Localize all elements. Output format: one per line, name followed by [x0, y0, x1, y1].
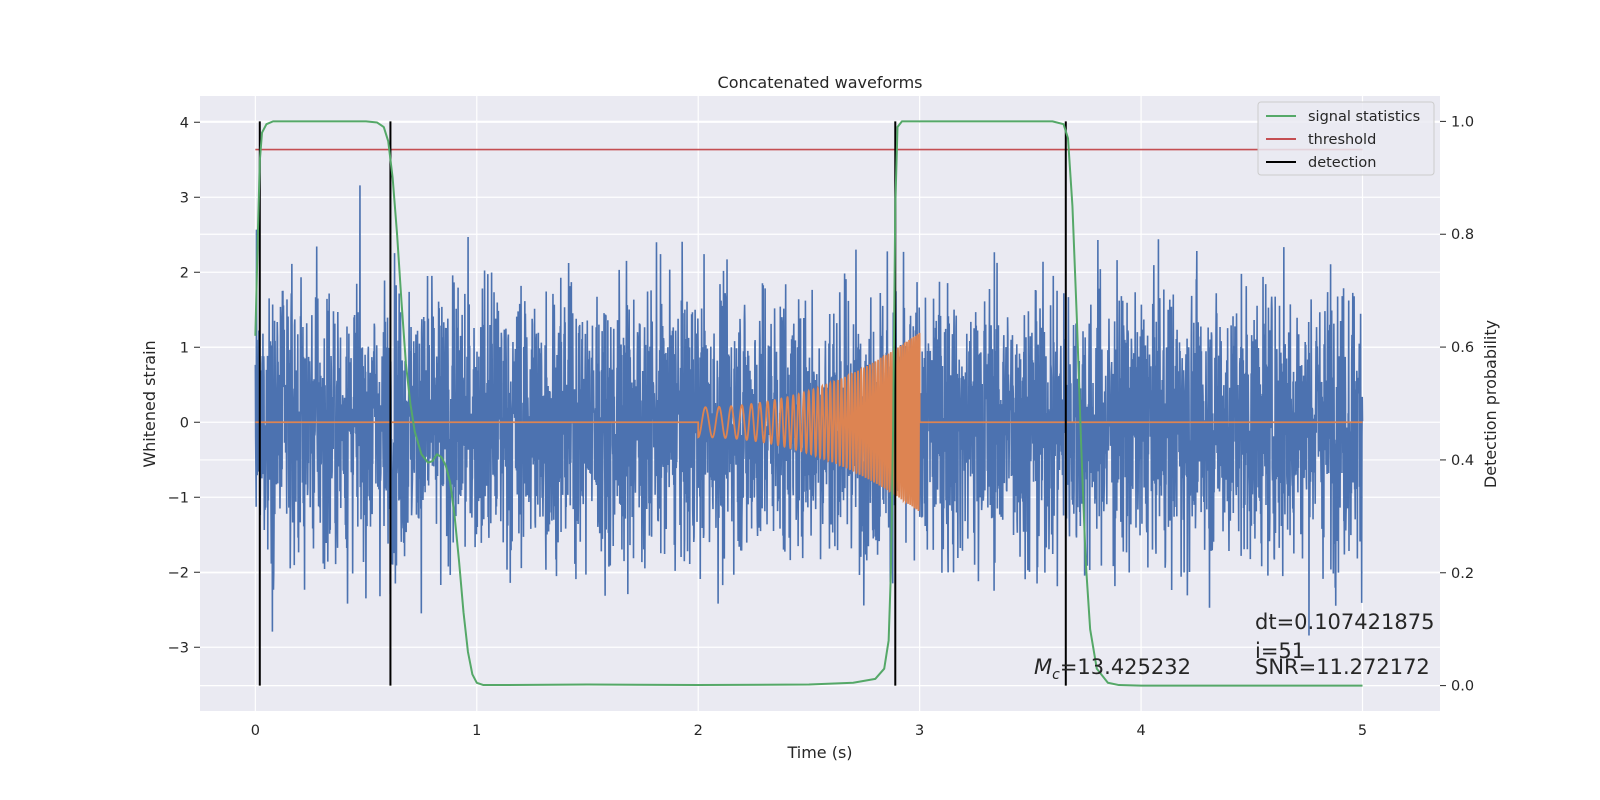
y-axis-label-left: Whitened strain [140, 340, 159, 467]
annotation-mc-symbol: M [1034, 655, 1052, 679]
y-left-tick-label-5: 2 [180, 265, 189, 281]
x-tick-label-5: 5 [1358, 723, 1367, 739]
annotation-snr: SNR=11.272172 [1255, 655, 1430, 679]
series-layer [254, 120, 1364, 687]
x-axis-label: Time (s) [786, 743, 852, 762]
legend-box [1257, 101, 1435, 176]
y-right-tick-label-2: 0.4 [1451, 453, 1474, 469]
annotation-i: i=51 [1255, 639, 1305, 663]
y-left-tick-label-1: −2 [168, 565, 189, 581]
annotation-mc-value: =13.425232 [1060, 655, 1191, 679]
strain-line [254, 185, 1364, 636]
y-right-tick-label-0: 0.0 [1451, 679, 1474, 695]
annotation-mc: Mc=13.425232 [1034, 655, 1191, 683]
y-left-tick-label-3: 0 [180, 415, 189, 431]
legend-label-detection: detection [1308, 155, 1376, 171]
y-right-tick-label-5: 1.0 [1451, 114, 1474, 130]
ticks: 0 1 2 3 4 5 −3 −2 −1 0 1 2 3 4 0.0 0.2 0.4 0.6 0.8 1.0 [168, 114, 1474, 739]
template-line [255, 332, 1363, 512]
annotation-mc-subscript: c [1052, 667, 1060, 683]
legend-label-threshold: threshold [1308, 132, 1376, 148]
y-left-tick-label-7: 4 [180, 115, 189, 131]
legend: signal statistics threshold detection [1257, 101, 1435, 176]
x-tick-label-1: 1 [472, 723, 481, 739]
y-left-tick-label-6: 3 [180, 190, 189, 206]
x-tick-label-4: 4 [1136, 723, 1145, 739]
y-left-tick-label-0: −3 [168, 640, 189, 656]
y-left-tick-label-2: −1 [168, 490, 189, 506]
y-left-tick-label-4: 1 [180, 340, 189, 356]
y-right-tick-label-3: 0.6 [1451, 340, 1474, 356]
x-tick-label-2: 2 [694, 723, 703, 739]
legend-label-signal-statistics: signal statistics [1308, 109, 1420, 125]
signal-statistics-line [254, 120, 1363, 687]
chart-title: Concatenated waveforms [718, 73, 923, 92]
y-right-tick-label-4: 0.8 [1451, 227, 1474, 243]
y-axis-label-right: Detection probability [1481, 320, 1500, 488]
annotation-dt: dt=0.107421875 [1255, 610, 1434, 634]
x-tick-label-0: 0 [251, 723, 260, 739]
x-tick-label-3: 3 [915, 723, 924, 739]
y-right-tick-label-1: 0.2 [1451, 566, 1474, 582]
